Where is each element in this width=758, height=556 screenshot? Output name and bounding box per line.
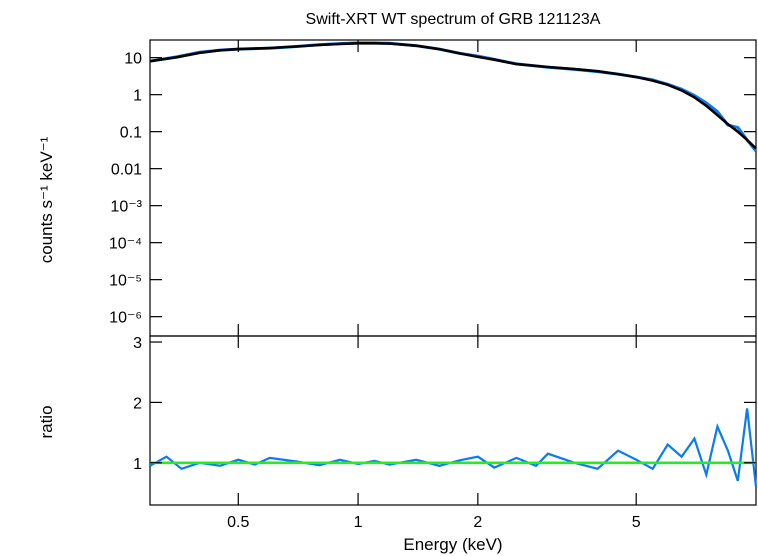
ratio-y-tick-label: 3 — [133, 335, 142, 352]
spectrum-y-tick-label: 10⁻³ — [110, 199, 142, 216]
x-tick-label: 0.5 — [227, 514, 249, 531]
ratio-panel: 1 2 3 0.5 1 2 5 ratio Energy (keV) — [37, 335, 758, 554]
x-axis-label: Energy (keV) — [403, 535, 502, 554]
spectrum-series-line-1 — [149, 41, 757, 150]
spectrum-y-tick-label: 10⁻⁶ — [109, 310, 142, 327]
spectrum-y-tick-label: 0.01 — [111, 162, 142, 179]
spectrum-series-line-0 — [149, 41, 758, 152]
spectrum-panel: 10 1 0.1 0.01 10⁻³ 10⁻⁴ 10⁻⁵ 10⁻⁶ counts s⁻¹ ke… — [37, 39, 758, 337]
spectrum-y-axis-label: counts s⁻¹ keV⁻¹ — [37, 136, 56, 263]
spectrum-y-tick-label: 10⁻⁵ — [109, 273, 142, 290]
ratio-y-tick-label: 2 — [133, 395, 142, 412]
x-tick-label: 1 — [354, 514, 363, 531]
spectrum-y-tick-label: 0.1 — [120, 125, 142, 142]
spectrum-y-tick-label: 10⁻⁴ — [109, 236, 142, 253]
ratio-data-line — [149, 408, 758, 488]
spectrum-y-tick-label: 10 — [124, 51, 142, 68]
x-tick-label: 5 — [632, 514, 641, 531]
ratio-y-axis-label: ratio — [37, 405, 56, 438]
x-tick-label: 2 — [473, 514, 482, 531]
ratio-plot-frame — [149, 335, 757, 506]
ratio-y-tick-label: 1 — [133, 456, 142, 473]
chart-title: Swift-XRT WT spectrum of GRB 121123A — [306, 11, 601, 28]
spectrum-y-tick-label: 1 — [133, 88, 142, 105]
